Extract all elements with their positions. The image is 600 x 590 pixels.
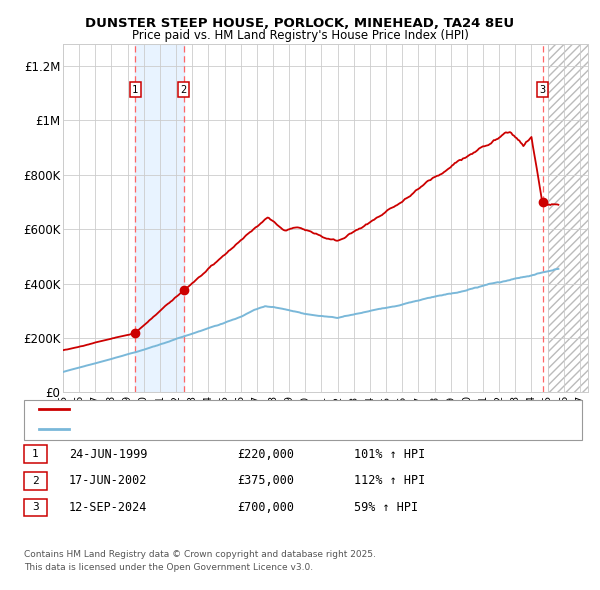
Text: 3: 3 <box>32 503 39 512</box>
Text: DUNSTER STEEP HOUSE, PORLOCK, MINEHEAD, TA24 8EU: DUNSTER STEEP HOUSE, PORLOCK, MINEHEAD, … <box>85 17 515 30</box>
Text: HPI: Average price, detached house, Somerset: HPI: Average price, detached house, Some… <box>75 424 330 434</box>
Text: 24-JUN-1999: 24-JUN-1999 <box>69 448 148 461</box>
Text: Contains HM Land Registry data © Crown copyright and database right 2025.: Contains HM Land Registry data © Crown c… <box>24 550 376 559</box>
Text: 3: 3 <box>539 84 546 94</box>
Text: 17-JUN-2002: 17-JUN-2002 <box>69 474 148 487</box>
Text: 1: 1 <box>32 450 39 459</box>
Text: This data is licensed under the Open Government Licence v3.0.: This data is licensed under the Open Gov… <box>24 563 313 572</box>
Text: £375,000: £375,000 <box>237 474 294 487</box>
Bar <box>135 44 184 392</box>
Text: Price paid vs. HM Land Registry's House Price Index (HPI): Price paid vs. HM Land Registry's House … <box>131 30 469 42</box>
Text: 2: 2 <box>181 84 187 94</box>
Text: 112% ↑ HPI: 112% ↑ HPI <box>354 474 425 487</box>
Text: DUNSTER STEEP HOUSE, PORLOCK, MINEHEAD, TA24 8EU (detached house): DUNSTER STEEP HOUSE, PORLOCK, MINEHEAD, … <box>75 404 491 414</box>
Text: 2: 2 <box>32 476 39 486</box>
Text: 1: 1 <box>132 84 139 94</box>
Text: 59% ↑ HPI: 59% ↑ HPI <box>354 501 418 514</box>
Text: £220,000: £220,000 <box>237 448 294 461</box>
Text: 12-SEP-2024: 12-SEP-2024 <box>69 501 148 514</box>
Text: £700,000: £700,000 <box>237 501 294 514</box>
Text: 101% ↑ HPI: 101% ↑ HPI <box>354 448 425 461</box>
Bar <box>548 44 588 392</box>
